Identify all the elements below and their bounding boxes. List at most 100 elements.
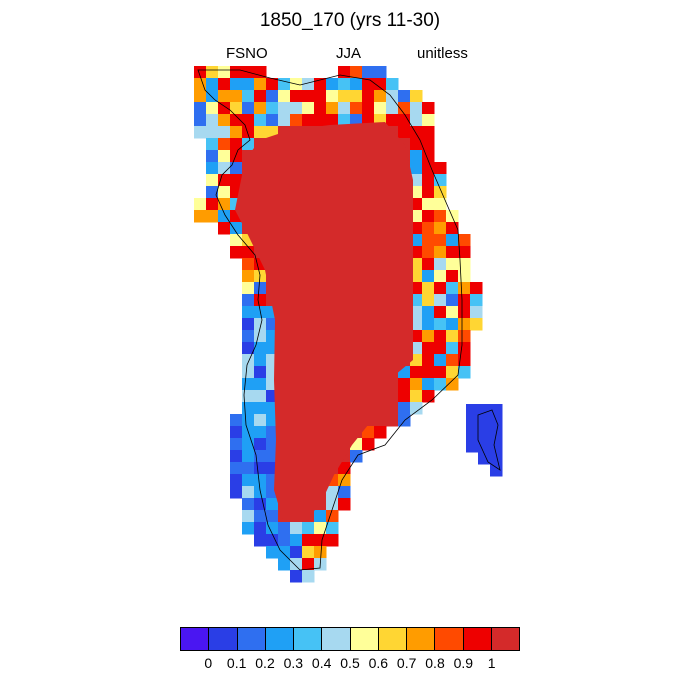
map-cell [434,318,447,331]
map-cell [410,90,423,103]
map-cell [314,546,327,559]
map-cell [434,258,447,271]
map-cell [242,354,255,367]
map-cell [422,162,435,175]
map-cell [242,318,255,331]
map-cell [410,138,423,151]
map-cell [398,90,411,103]
map-cell [266,426,279,439]
map-cell [410,378,423,391]
colorbar-tick-label: 0.7 [396,655,417,671]
map-cell [266,510,279,523]
map-cell [434,366,447,379]
map-cells [194,66,503,583]
map-cell [242,342,255,355]
map-cell [314,90,327,103]
map-cell [470,282,483,295]
map-cell [434,282,447,295]
map-cell [218,150,231,163]
map-cell [302,534,315,547]
map-cell [458,330,471,343]
colorbar-swatch [463,628,492,650]
map-cell [314,534,327,547]
map-cell [206,78,219,91]
map-cell [242,102,255,115]
map-cell [254,498,267,511]
colorbar-swatch [294,628,323,650]
map-cell [458,246,471,259]
map-cell [218,138,231,151]
coastline [197,69,463,571]
map-cell [410,306,423,319]
map-cell [326,102,339,115]
map-cell [410,114,423,127]
map-cell [314,114,327,127]
map-cell [194,78,207,91]
map-cell [374,66,387,79]
map-cell [422,270,435,283]
map-cell [254,354,267,367]
map-cell [230,90,243,103]
map-cell [422,342,435,355]
map-cell [446,330,459,343]
map-cell [422,174,435,187]
map-cell [266,438,279,451]
map-cell [446,294,459,307]
map-cell [254,390,267,403]
map-cell [410,402,423,415]
map-cell [362,66,375,79]
map-cell [194,90,207,103]
map-cell [242,450,255,463]
map-cell [362,102,375,115]
map-cell [434,306,447,319]
map-cell [422,294,435,307]
colorbar-tick-label: 1 [487,655,496,671]
map-cell [230,162,243,175]
map-cell [302,102,315,115]
map-cell [242,486,255,499]
map-cell [266,534,279,547]
map-cell [410,198,423,211]
colorbar-swatch [322,628,351,650]
map-cell [410,162,423,175]
map-cell [446,354,459,367]
map-cell [206,186,219,199]
map-cell [194,114,207,127]
map-cell [278,78,291,91]
map-cell [410,318,423,331]
map-cell [302,546,315,559]
map-cell [254,378,267,391]
map-cell [254,366,267,379]
map-cell [410,294,423,307]
map-cell [254,78,267,91]
map-cell [290,90,303,103]
map-cell [458,354,471,367]
map-cell [458,270,471,283]
map-cell [230,222,243,235]
map-cell [194,126,207,139]
map-cell [458,366,471,379]
map-cell [254,414,267,427]
map-cell [422,126,435,139]
map-cell [446,366,459,379]
variable-label: FSNO [226,45,268,62]
map-cell [242,462,255,475]
map-cell [386,90,399,103]
map-cell [422,186,435,199]
map-cell [422,390,435,403]
map-cell [326,510,339,523]
map-cell [422,258,435,271]
map-cell [326,486,339,499]
map-cell [410,150,423,163]
island-cell [490,440,503,453]
map-cell [458,294,471,307]
map-cell [422,138,435,151]
map-cell [386,102,399,115]
map-cell [290,570,303,583]
map-cell [410,210,423,223]
map-cell [410,246,423,259]
map-cell [350,102,363,115]
map-cell [434,270,447,283]
map-cell [266,102,279,115]
island-cell [466,428,479,441]
